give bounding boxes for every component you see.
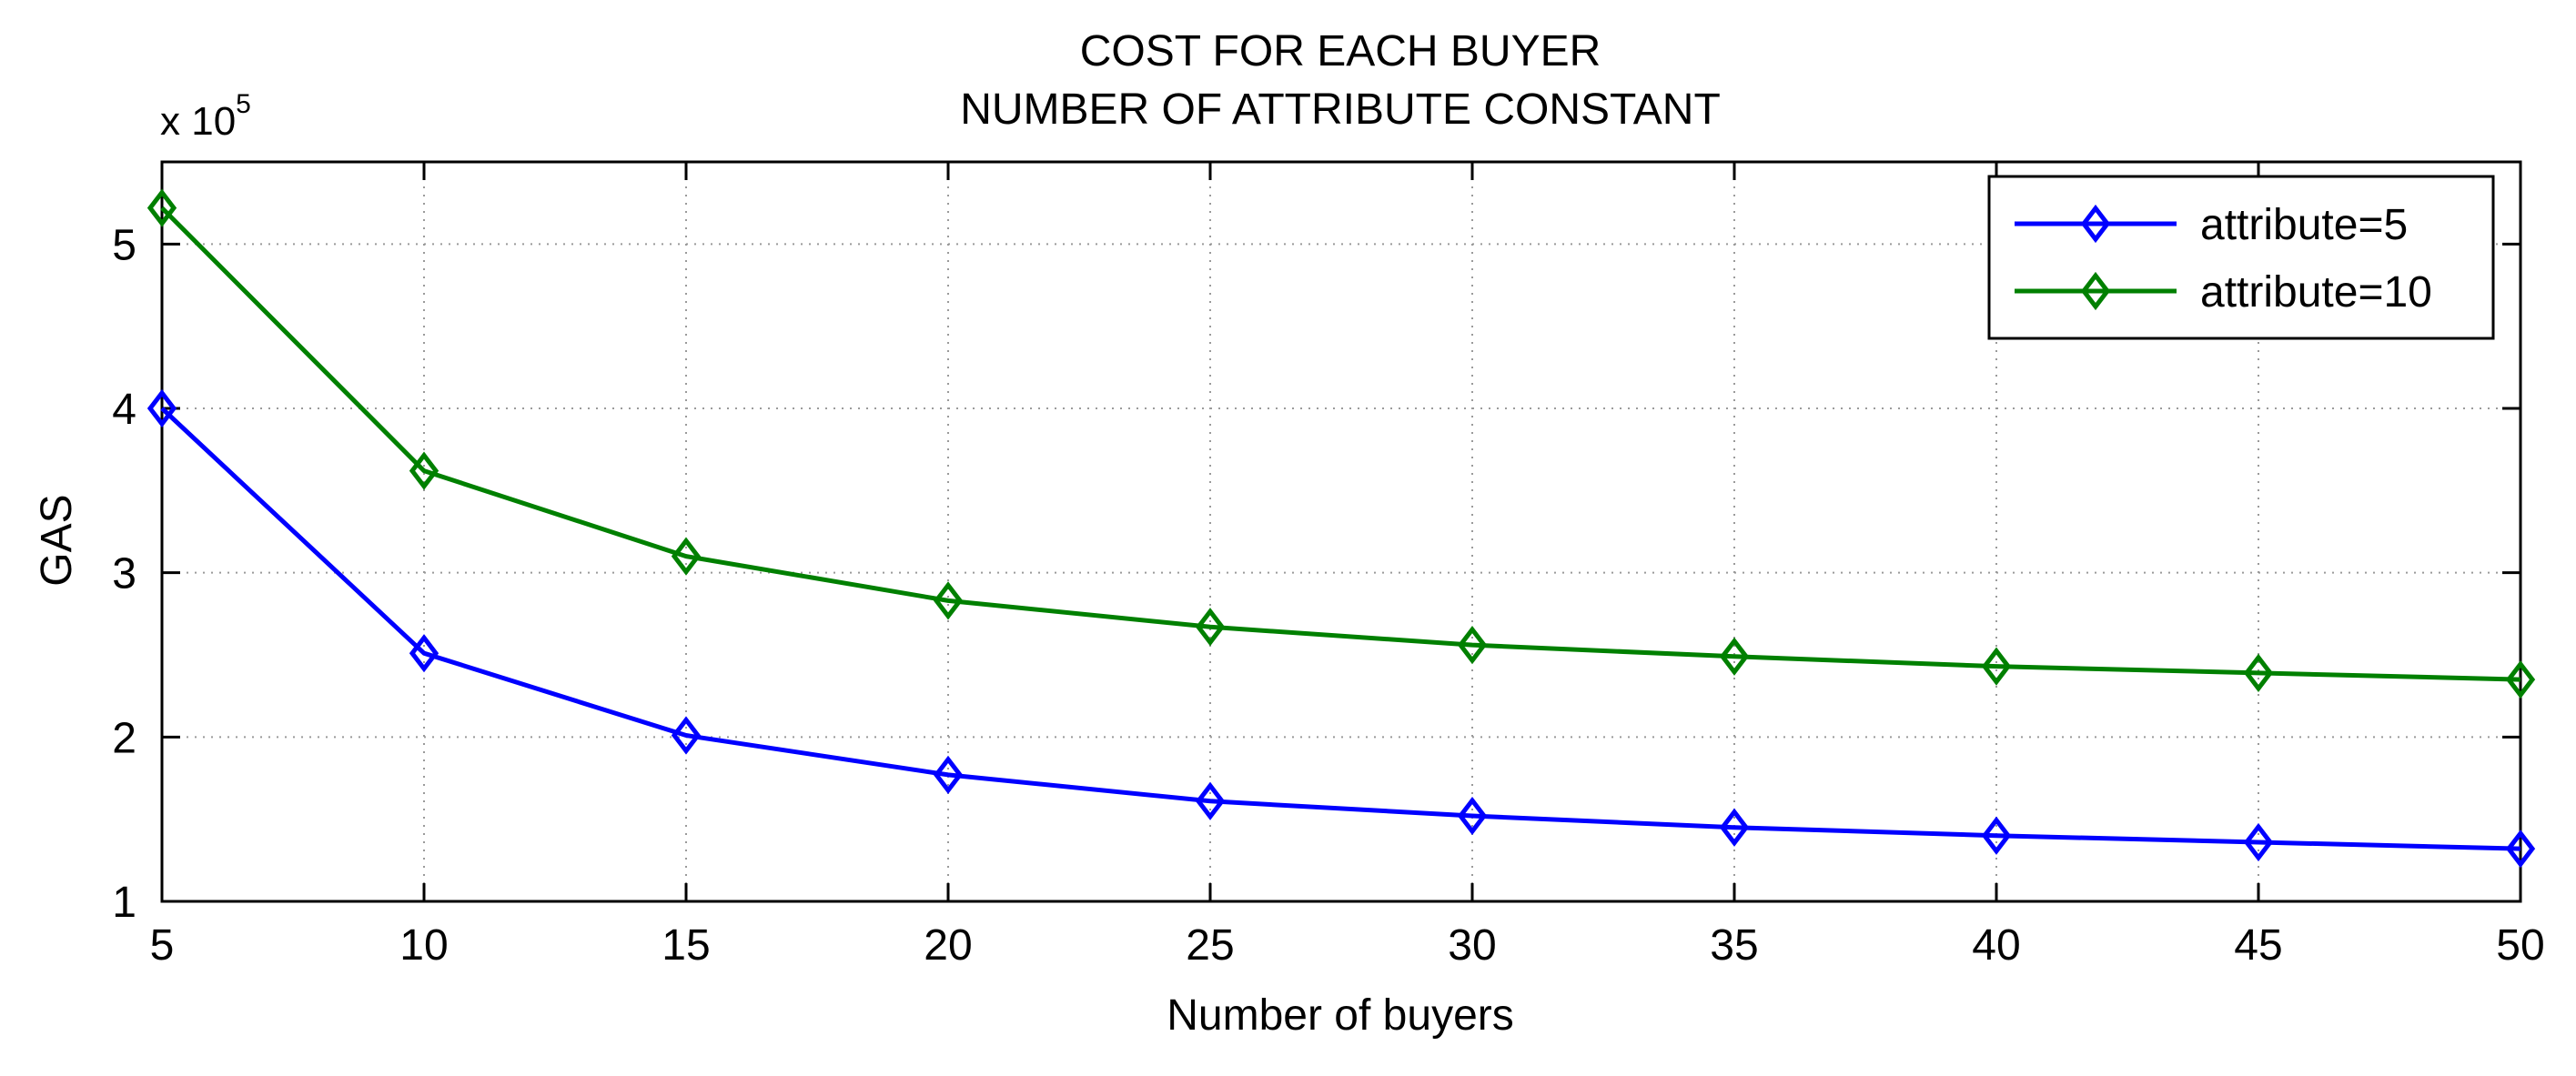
data-point-marker — [933, 581, 964, 620]
y-tick-label: 3 — [112, 550, 136, 598]
legend-label: attribute=5 — [2200, 201, 2408, 249]
data-point-marker — [409, 634, 439, 673]
data-point-marker — [2243, 822, 2274, 862]
data-point-marker — [2505, 830, 2536, 869]
y-axis-multiplier: x 105 — [160, 89, 251, 144]
data-point-marker — [146, 388, 177, 428]
data-point-marker — [1981, 647, 2012, 686]
data-point-marker — [671, 716, 702, 755]
legend-box — [1987, 175, 2495, 340]
data-point-marker — [933, 755, 964, 795]
x-tick-label: 20 — [924, 921, 972, 970]
y-axis-label: GAS — [33, 494, 81, 586]
y-axis-multiplier-exponent: 5 — [236, 89, 251, 119]
x-tick-label: 50 — [2496, 921, 2544, 970]
y-tick-label: 1 — [112, 879, 136, 927]
legend-marker-icon — [2080, 271, 2111, 311]
x-tick-label: 35 — [1710, 921, 1758, 970]
x-tick-label: 10 — [399, 921, 448, 970]
x-tick-label: 45 — [2234, 921, 2282, 970]
legend-item: attribute=5 — [2015, 201, 2408, 249]
data-point-marker — [409, 451, 439, 490]
legend-marker-icon — [2080, 204, 2111, 244]
series-line — [160, 407, 2521, 851]
data-point-marker — [1195, 781, 1226, 820]
data-point-marker — [1457, 796, 1488, 836]
data-point-marker — [2243, 653, 2274, 692]
series-1 — [146, 388, 2536, 869]
legend: attribute=5 attribute=10 — [1987, 175, 2495, 340]
y-tick-label: 5 — [112, 221, 136, 269]
series-2 — [146, 188, 2536, 699]
x-tick-label: 30 — [1448, 921, 1496, 970]
x-tick-label: 25 — [1186, 921, 1234, 970]
x-tick-label: 5 — [150, 921, 175, 970]
data-point-marker — [671, 537, 702, 576]
chart-title: COST FOR EACH BUYER NUMBER OF ATTRIBUTE … — [960, 27, 1721, 134]
axis-labels: Number of buyers GAS x 105 — [33, 89, 1514, 1040]
y-tick-label: 4 — [112, 386, 136, 434]
series-line — [160, 206, 2521, 682]
chart-title-line-1: COST FOR EACH BUYER — [1080, 27, 1601, 75]
series-lines — [146, 188, 2536, 869]
data-point-marker — [1981, 816, 2012, 855]
x-tick-label: 15 — [662, 921, 710, 970]
data-point-marker — [1719, 637, 1750, 676]
data-point-marker — [2505, 659, 2536, 699]
data-point-marker — [1457, 626, 1488, 665]
grid-lines — [162, 162, 2520, 901]
x-axis-label: Number of buyers — [1167, 991, 1514, 1040]
data-point-marker — [1195, 608, 1226, 647]
plot-frame — [160, 160, 2522, 903]
data-point-marker — [146, 188, 177, 227]
legend-item: attribute=10 — [2015, 268, 2432, 317]
data-point-marker — [1719, 808, 1750, 847]
x-tick-label: 40 — [1972, 921, 2020, 970]
legend-label: attribute=10 — [2200, 268, 2432, 317]
chart-title-line-2: NUMBER OF ATTRIBUTE CONSTANT — [960, 85, 1721, 134]
y-tick-label: 2 — [112, 714, 136, 762]
y-axis-multiplier-base: x 10 — [160, 99, 236, 144]
